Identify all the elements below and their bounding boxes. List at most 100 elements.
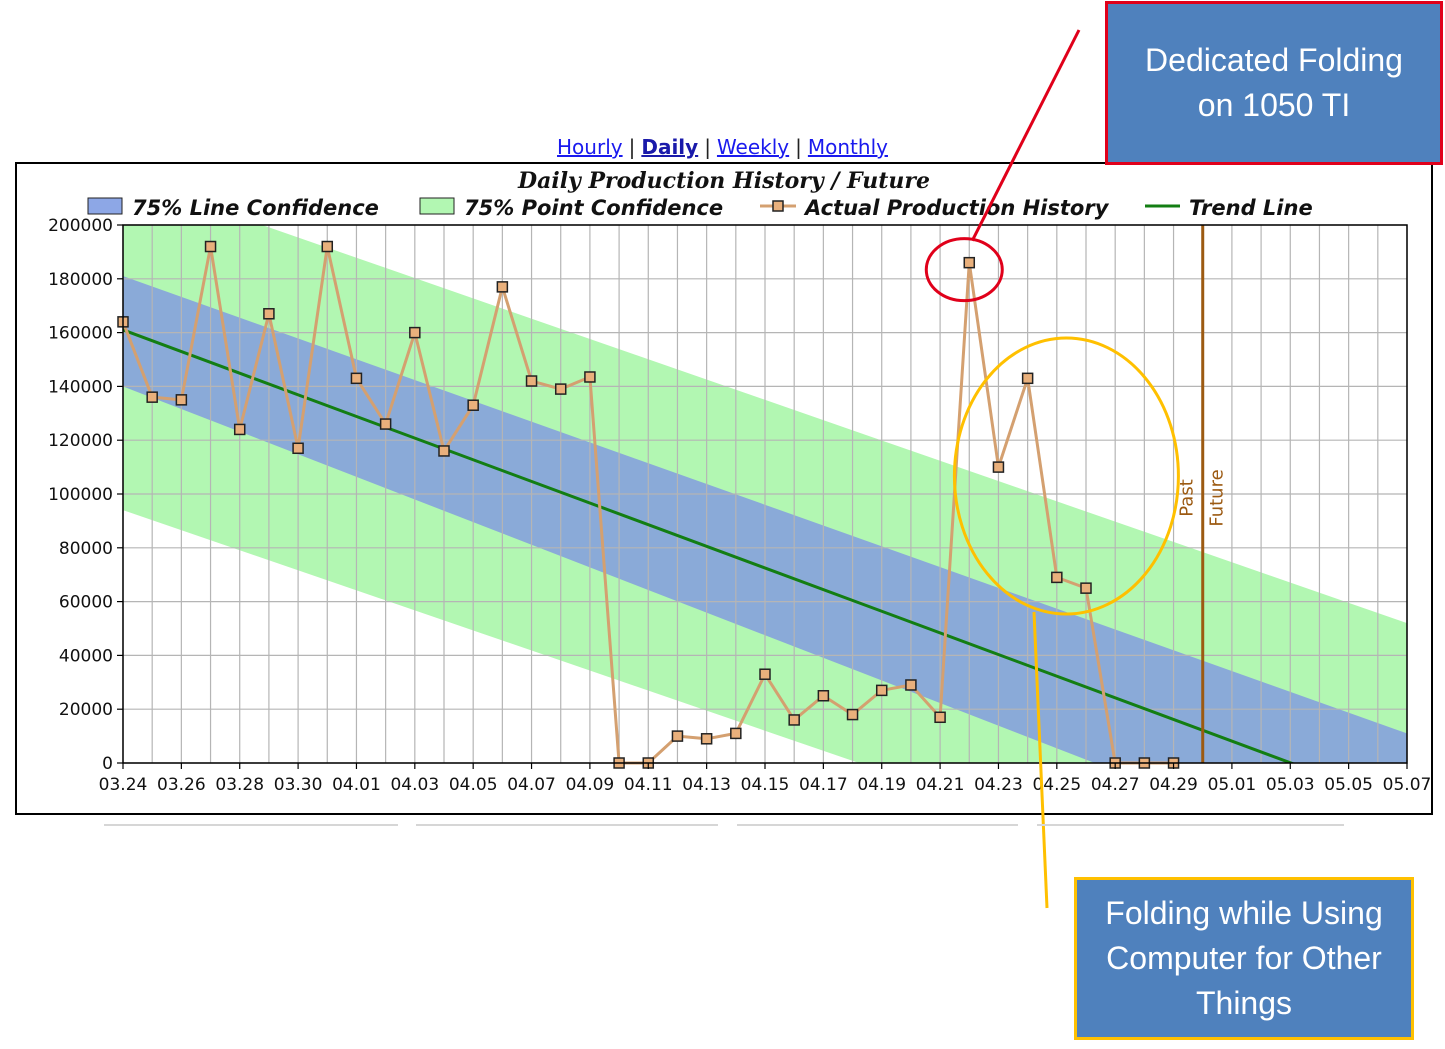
legend-line-conf-label: 75% Line Confidence: [132, 196, 379, 220]
callout-yellow-line2: Computer for Other: [1106, 940, 1382, 976]
y-tick-label: 80000: [59, 539, 113, 559]
y-tick-label: 0: [102, 754, 113, 774]
x-tick-label: 04.23: [974, 775, 1023, 795]
history-point: [146, 391, 158, 403]
history-point: [554, 383, 567, 395]
nav-weekly-link[interactable]: Weekly: [716, 135, 790, 159]
nav-separator: |: [704, 135, 711, 159]
legend-point-conf-swatch: [419, 197, 455, 215]
history-point: [321, 240, 334, 253]
divider: [104, 824, 398, 826]
legend: 75% Line Confidence 75% Point Confidence…: [87, 196, 1313, 220]
x-tick-label: 03.30: [274, 775, 323, 795]
history-point: [1051, 571, 1063, 584]
divider: [416, 824, 718, 826]
y-axis: 0 20000 40000 60000 80000 100000 120000 140000 1…: [48, 216, 123, 774]
history-point: [379, 418, 392, 430]
x-tick-label: 04.17: [799, 775, 848, 795]
nav-hourly-link[interactable]: Hourly: [557, 135, 623, 159]
x-tick-label: 03.28: [215, 775, 264, 795]
x-tick-label: 03.24: [99, 775, 148, 795]
history-point: [1021, 372, 1034, 385]
x-tick-label: 04.29: [1149, 775, 1198, 795]
future-label: Future: [1207, 469, 1228, 526]
yellow-highlight-ellipse: [952, 336, 1180, 616]
x-tick-label: 04.25: [1032, 775, 1081, 795]
x-tick-label: 05.03: [1266, 775, 1315, 795]
y-tick-label: 120000: [48, 431, 113, 451]
history-point: [759, 668, 771, 680]
history-point: [233, 423, 246, 436]
x-tick-label: 04.11: [624, 775, 673, 795]
annotations: [924, 29, 1180, 909]
x-tick-label: 05.05: [1324, 775, 1373, 795]
history-point: [846, 708, 859, 721]
callout-red-line1: Dedicated Folding: [1145, 42, 1403, 78]
history-point: [700, 733, 713, 745]
history-point: [175, 394, 188, 406]
yellow-pointer-line: [1032, 611, 1049, 909]
x-axis: 03.24 03.26 03.28 03.30 04.01 04.03 04.05 04.07…: [99, 763, 1432, 795]
legend-history-label: Actual Production History: [803, 196, 1110, 220]
history-point: [934, 711, 946, 724]
legend-trend-label: Trend Line: [1189, 196, 1313, 220]
callout-yellow-line1: Folding while Using: [1105, 895, 1383, 931]
nav-daily-link[interactable]: Daily: [641, 135, 699, 159]
history-point: [496, 281, 509, 293]
y-tick-label: 20000: [59, 700, 113, 720]
y-tick-label: 160000: [48, 324, 113, 344]
history-point: [875, 684, 888, 697]
x-tick-label: 04.27: [1091, 775, 1140, 795]
legend-history-marker: [772, 200, 784, 212]
history-point: [263, 308, 275, 320]
x-tick-label: 04.05: [449, 775, 498, 795]
history-point: [292, 442, 304, 455]
history-point: [905, 679, 917, 691]
x-tick-label: 05.01: [1208, 775, 1257, 795]
history-point: [788, 714, 800, 726]
callout-folding-while-using: Folding while Using Computer for Other T…: [1074, 877, 1414, 1040]
nav-separator: |: [628, 135, 636, 159]
x-tick-label: 05.07: [1383, 775, 1432, 795]
period-nav: Hourly | Daily | Weekly | Monthly: [0, 135, 1445, 159]
callout-yellow-line3: Things: [1195, 985, 1293, 1021]
divider: [1037, 824, 1344, 826]
legend-line-conf-swatch: [87, 197, 123, 215]
footer-dividers: [0, 824, 1445, 828]
past-label: Past: [1177, 479, 1198, 517]
callout-dedicated-folding: Dedicated Folding on 1050 TI: [1105, 1, 1443, 165]
history-point: [204, 240, 217, 253]
history-point: [584, 371, 596, 383]
history-point: [671, 730, 684, 742]
x-tick-label: 04.21: [916, 775, 965, 795]
history-point: [438, 445, 450, 457]
history-point: [467, 399, 479, 411]
x-tick-label: 04.09: [566, 775, 615, 795]
x-tick-label: 04.03: [390, 775, 439, 795]
history-point: [817, 690, 830, 702]
x-tick-label: 04.01: [332, 775, 381, 795]
history-point: [1080, 582, 1092, 594]
y-tick-label: 140000: [48, 377, 113, 397]
nav-separator: |: [795, 135, 802, 159]
red-highlight-circle: [924, 237, 1004, 303]
trend-line: [123, 328, 1296, 763]
y-tick-label: 180000: [48, 270, 113, 290]
history-point: [525, 375, 538, 387]
y-tick-label: 60000: [59, 593, 113, 613]
callout-red-line2: on 1050 TI: [1197, 87, 1351, 123]
x-tick-label: 04.07: [507, 775, 556, 795]
red-pointer-line: [970, 29, 1081, 242]
history-point: [730, 727, 742, 740]
x-tick-label: 03.26: [157, 775, 206, 795]
y-tick-label: 40000: [59, 646, 113, 666]
y-tick-label: 200000: [48, 216, 113, 236]
divider: [737, 824, 1018, 826]
y-tick-label: 100000: [48, 485, 113, 505]
x-tick-label: 04.19: [857, 775, 906, 795]
history-point: [409, 326, 421, 339]
nav-monthly-link[interactable]: Monthly: [807, 135, 888, 159]
history-point: [350, 372, 363, 385]
chart-title: Daily Production History / Future: [517, 168, 930, 194]
